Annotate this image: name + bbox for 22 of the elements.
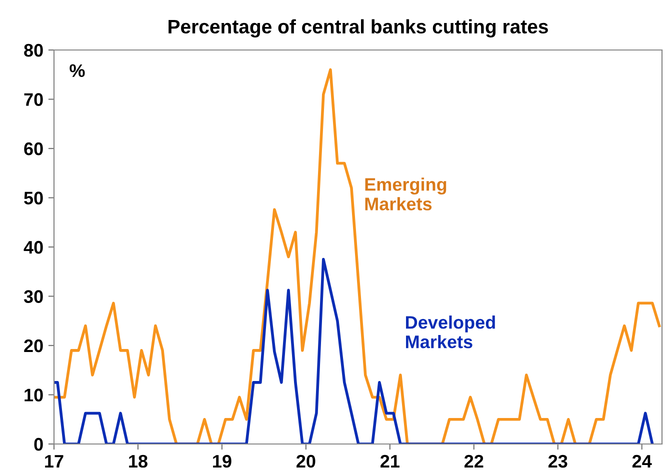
y-tick-label: 40: [24, 240, 43, 254]
y-tick-label: 20: [24, 339, 43, 352]
y-axis-title: %: [70, 64, 85, 78]
x-tick-label: 17: [45, 455, 64, 468]
series-label: Emerging Markets: [365, 178, 446, 210]
y-tick-label: 30: [24, 290, 43, 303]
chart-title: Percentage of central banks cutting rates: [168, 19, 548, 38]
x-tick-label: 23: [548, 454, 568, 468]
x-tick-label: 18: [129, 454, 148, 468]
text: Developed Markets: [406, 316, 495, 348]
y-tick-label: 80: [24, 44, 43, 57]
x-tick-label: 20: [296, 454, 316, 468]
x-tick-label: 19: [213, 454, 232, 468]
line-series: [54, 258, 654, 444]
y-tick-label: 50: [24, 192, 43, 204]
y-tick-label: 10: [24, 388, 43, 402]
x-tick-label: 22: [464, 454, 484, 468]
x-tick-label: 21: [380, 454, 400, 468]
y-tick-label: 0: [34, 438, 43, 451]
y-tick-label: 70: [24, 93, 43, 106]
y-tick-label: 60: [24, 142, 43, 156]
x-tick-label: 24: [632, 454, 652, 468]
